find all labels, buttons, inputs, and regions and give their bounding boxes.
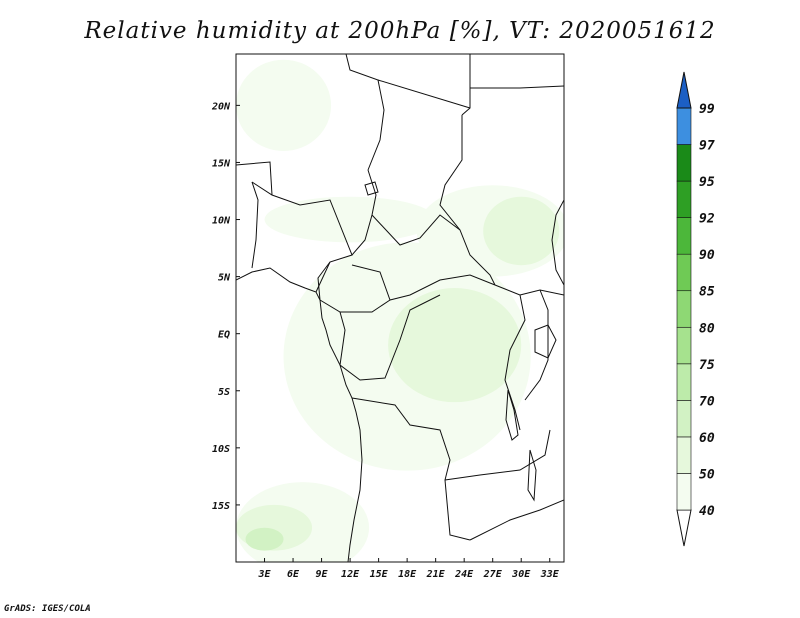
angola-border bbox=[351, 397, 471, 541]
cameroon-border bbox=[317, 261, 391, 313]
y-tick-label: 5N bbox=[218, 273, 231, 284]
colorbar-label: 85 bbox=[699, 285, 715, 300]
humidity-fill-layer bbox=[236, 59, 564, 562]
colorbar-segment bbox=[676, 473, 692, 511]
colorbar-label: 99 bbox=[699, 102, 715, 117]
ghana-border bbox=[251, 181, 259, 269]
colorbar-label: 75 bbox=[699, 358, 715, 373]
colorbar: 40 50 60 70 75 80 85 90 92 95 97 99 bbox=[676, 71, 715, 547]
lake-tanganyika bbox=[505, 389, 519, 441]
colorbar-label: 50 bbox=[699, 467, 715, 482]
colorbar-segment bbox=[676, 253, 692, 292]
x-tick-label: 18E bbox=[398, 569, 417, 580]
south-border bbox=[469, 499, 564, 541]
humidity-region-2 bbox=[236, 59, 332, 152]
humidity-region-5 bbox=[388, 288, 522, 403]
chart-title: Relative humidity at 200hPa [%], VT: 202… bbox=[84, 18, 716, 44]
country-borders bbox=[236, 54, 564, 562]
west-africa-coast bbox=[236, 267, 363, 562]
car-border bbox=[371, 214, 461, 246]
niger-chad-border bbox=[377, 79, 471, 109]
x-tick-label: 9E bbox=[316, 569, 329, 580]
y-tick-label: 20N bbox=[211, 101, 231, 112]
colorbar-label: 95 bbox=[699, 175, 715, 190]
colorbar-label: 80 bbox=[699, 321, 715, 336]
colorbar-label: 90 bbox=[699, 248, 715, 263]
colorbar-segment bbox=[676, 144, 692, 182]
y-tick-label: 10S bbox=[212, 444, 230, 455]
x-tick-label: 3E bbox=[257, 569, 271, 580]
humidity-region-6 bbox=[483, 196, 560, 266]
grads-credit: GrADS: IGES/COLA bbox=[4, 604, 91, 614]
colorbar-under-triangle bbox=[676, 509, 692, 547]
sudan-border bbox=[439, 115, 496, 286]
lake-malawi bbox=[527, 449, 537, 502]
congo-border bbox=[339, 294, 441, 381]
colorbar-label: 40 bbox=[699, 504, 715, 519]
colorbar-label: 60 bbox=[699, 431, 715, 446]
colorbar-over-triangle bbox=[676, 71, 692, 109]
colorbar-segment bbox=[676, 326, 692, 365]
x-tick-label: 15E bbox=[370, 569, 389, 580]
colorbar-segment bbox=[676, 180, 692, 218]
colorbar-segment bbox=[676, 217, 692, 255]
map-frame bbox=[235, 53, 565, 563]
colorbar-segment bbox=[676, 290, 692, 328]
y-tick-label: 10N bbox=[212, 216, 231, 227]
humidity-region-4 bbox=[264, 196, 436, 243]
car-south-border bbox=[351, 264, 496, 301]
colorbar-label: 92 bbox=[699, 212, 715, 227]
lake-chad bbox=[364, 181, 379, 196]
colorbar-segment bbox=[676, 107, 692, 145]
x-tick-label: 27E bbox=[483, 569, 503, 580]
y-tick-label: EQ bbox=[218, 330, 230, 341]
somalia-coast bbox=[551, 199, 564, 286]
x-tick-label: 21E bbox=[426, 569, 446, 580]
humidity-region-8 bbox=[245, 527, 284, 551]
colorbar-segment bbox=[676, 436, 692, 474]
y-tick-label: 5S bbox=[218, 387, 230, 398]
zambia-border bbox=[444, 429, 551, 481]
axis-ticks: 3E 6E 9E 12E 15E 18E 21E 24E 27E 30E 33E 20N 15N 10N 5… bbox=[211, 101, 560, 580]
kenya-border bbox=[524, 289, 549, 401]
lake-victoria bbox=[534, 324, 557, 359]
egypt-coast bbox=[470, 85, 564, 89]
colorbar-label: 97 bbox=[699, 139, 715, 154]
colorbar-label: 70 bbox=[699, 394, 715, 409]
colorbar-segment bbox=[676, 400, 692, 438]
x-tick-label: 30E bbox=[511, 569, 531, 580]
y-tick-label: 15S bbox=[212, 501, 230, 512]
x-tick-label: 6E bbox=[287, 569, 300, 580]
mauritania-border bbox=[236, 161, 273, 196]
chad-libya-border bbox=[345, 54, 385, 171]
colorbar-segment bbox=[676, 363, 692, 401]
x-tick-label: 12E bbox=[341, 569, 360, 580]
x-tick-label: 33E bbox=[540, 569, 560, 580]
y-tick-label: 15N bbox=[212, 158, 231, 169]
x-tick-label: 24E bbox=[454, 569, 474, 580]
